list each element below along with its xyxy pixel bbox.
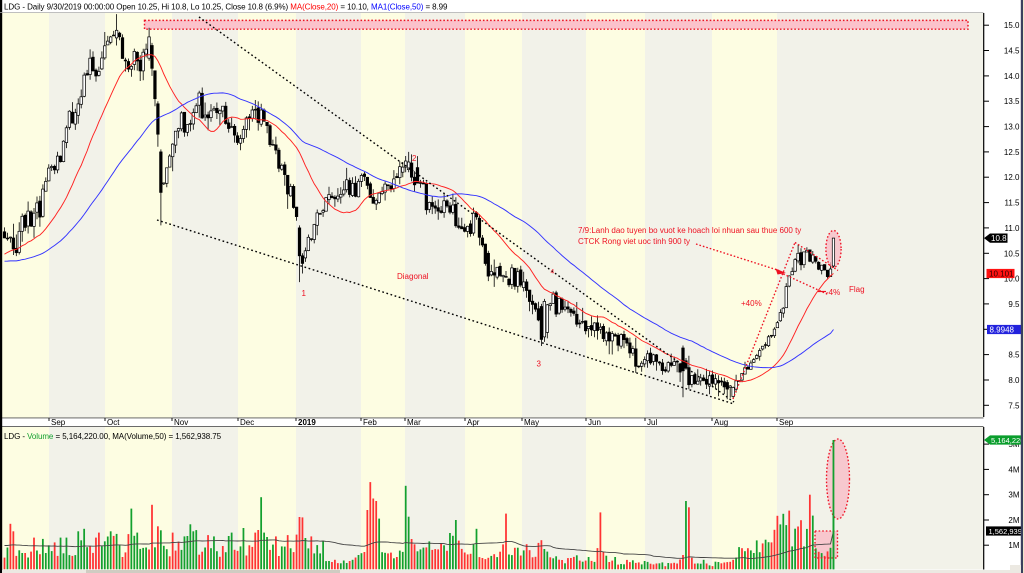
svg-text:Oct: Oct (107, 418, 120, 427)
svg-text:+40%: +40% (741, 299, 762, 308)
svg-text:4: 4 (551, 269, 555, 276)
svg-text:14.5: 14.5 (1004, 47, 1020, 56)
svg-text:7/9:Lanh dao tuyen bo vuot ke: 7/9:Lanh dao tuyen bo vuot ke hoach loi … (578, 226, 801, 235)
svg-text:5,164,220: 5,164,220 (991, 436, 1024, 445)
svg-text:2019: 2019 (298, 418, 316, 427)
svg-text:Flag: Flag (849, 285, 865, 294)
svg-text:8.5: 8.5 (1008, 351, 1020, 360)
svg-text:May: May (524, 418, 539, 427)
svg-text:LDG - Volume = 5,164,220.00, M: LDG - Volume = 5,164,220.00, MA(Volume,5… (4, 432, 222, 441)
svg-text:1M: 1M (1008, 541, 1019, 550)
svg-text:1: 1 (302, 289, 307, 298)
svg-text:10.0: 10.0 (1004, 275, 1020, 284)
svg-text:Mar: Mar (407, 418, 421, 427)
svg-text:2M: 2M (1008, 516, 1019, 525)
svg-text:Jul: Jul (647, 418, 657, 427)
svg-text:3: 3 (537, 360, 542, 369)
svg-text:Feb: Feb (363, 418, 377, 427)
svg-text:-4%: -4% (826, 288, 840, 297)
svg-text:12.0: 12.0 (1004, 173, 1020, 182)
svg-text:10.8: 10.8 (991, 234, 1007, 243)
svg-text:4M: 4M (1008, 465, 1019, 474)
svg-text:Sep: Sep (51, 418, 66, 427)
svg-text:Jun: Jun (588, 418, 601, 427)
svg-text:Apr: Apr (467, 418, 480, 427)
svg-text:Diagonal: Diagonal (397, 272, 429, 281)
svg-text:LDG - Daily 9/30/2019 00:00:00: LDG - Daily 9/30/2019 00:00:00 Open 10.2… (4, 3, 448, 12)
svg-text:8.0: 8.0 (1008, 376, 1020, 385)
svg-text:13.0: 13.0 (1004, 123, 1020, 132)
svg-text:10.101: 10.101 (989, 270, 1014, 279)
svg-text:Sep: Sep (779, 418, 794, 427)
svg-text:Dec: Dec (240, 418, 254, 427)
svg-text:15.0: 15.0 (1004, 21, 1020, 30)
svg-text:Nov: Nov (174, 418, 188, 427)
svg-text:14.0: 14.0 (1004, 72, 1020, 81)
svg-text:CTCK Rong viet uoc tinh 900 ty: CTCK Rong viet uoc tinh 900 ty (578, 237, 690, 246)
svg-text:12.5: 12.5 (1004, 148, 1020, 157)
svg-text:13.5: 13.5 (1004, 97, 1020, 106)
svg-text:3M: 3M (1008, 491, 1019, 500)
svg-text:Aug: Aug (714, 418, 728, 427)
svg-text:1,562,939: 1,562,939 (989, 527, 1022, 536)
svg-text:10.5: 10.5 (1004, 249, 1020, 258)
svg-text:8.9948: 8.9948 (990, 326, 1015, 335)
svg-text:11.0: 11.0 (1005, 224, 1021, 233)
svg-text:7.5: 7.5 (1008, 401, 1020, 410)
svg-text:9.5: 9.5 (1008, 300, 1020, 309)
svg-text:11.5: 11.5 (1005, 199, 1021, 208)
svg-text:2: 2 (412, 154, 417, 163)
